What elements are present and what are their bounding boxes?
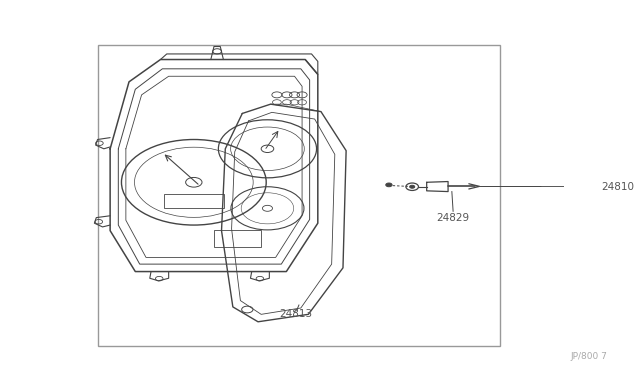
Text: 24829: 24829 <box>436 213 470 222</box>
Bar <box>97 45 500 346</box>
Bar <box>164 194 224 208</box>
Text: JP/800 7: JP/800 7 <box>570 352 607 361</box>
Text: 24813: 24813 <box>279 310 312 319</box>
Circle shape <box>410 185 415 188</box>
Circle shape <box>386 183 392 187</box>
Bar <box>214 230 261 247</box>
Text: 24810: 24810 <box>601 182 634 192</box>
